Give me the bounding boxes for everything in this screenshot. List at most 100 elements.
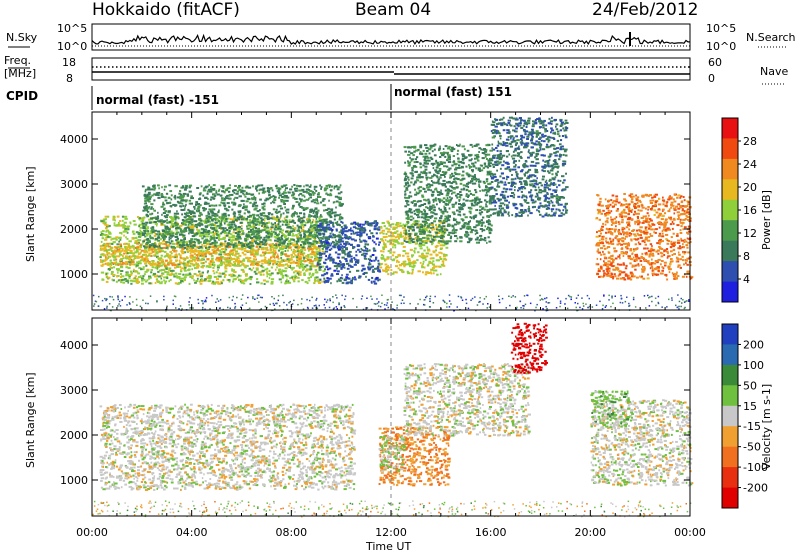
power-cell — [367, 266, 370, 269]
power-cell — [300, 244, 302, 246]
power-cell — [210, 204, 214, 207]
power-cell — [359, 229, 363, 232]
power-cell — [285, 187, 288, 190]
power-cell — [115, 238, 118, 241]
power-cell — [257, 228, 261, 231]
power-cell — [214, 219, 217, 221]
power-cell — [168, 261, 172, 263]
power-cell — [222, 237, 226, 240]
power-cell — [138, 225, 140, 228]
power-cell — [206, 246, 209, 249]
power-cell — [269, 217, 273, 220]
power-cell — [358, 225, 361, 228]
power-cell — [225, 253, 228, 256]
power-cell — [410, 215, 413, 218]
power-cell — [182, 234, 186, 237]
power-cell — [211, 261, 216, 264]
power-cell — [292, 244, 296, 247]
power-cell — [271, 189, 274, 192]
power-cell — [354, 239, 357, 242]
power-cell — [311, 225, 314, 228]
power-cell — [163, 185, 167, 188]
power-cell — [288, 232, 292, 235]
power-cell — [236, 237, 240, 240]
power-cell — [225, 220, 228, 223]
power-cell — [318, 239, 321, 242]
power-cell — [329, 232, 332, 235]
power-cell — [272, 262, 275, 265]
power-cell — [253, 270, 257, 273]
power-cell — [419, 223, 423, 226]
power-cell — [235, 260, 239, 263]
power-cell — [151, 230, 155, 233]
power-cell — [430, 222, 434, 225]
power-cell — [145, 258, 149, 261]
power-cell — [303, 234, 306, 236]
power-cell — [153, 254, 156, 257]
power-cell — [144, 246, 148, 249]
power-cell — [180, 199, 184, 202]
power-cell — [199, 204, 202, 207]
power-cell — [135, 281, 138, 284]
power-cell — [282, 245, 286, 248]
power-cell — [372, 280, 376, 283]
power-cell — [297, 228, 300, 231]
power-cell — [124, 278, 127, 280]
power-cell — [293, 261, 295, 264]
power-cell — [168, 184, 172, 187]
power-cell — [438, 265, 440, 268]
power-cell — [155, 278, 159, 281]
power-cell — [163, 276, 167, 279]
power-cell — [239, 247, 243, 250]
power-cell — [303, 241, 307, 243]
power-cell — [208, 240, 211, 243]
power-cell — [238, 254, 242, 257]
power-cell — [282, 241, 286, 244]
power-cell — [126, 272, 129, 275]
power-cell — [359, 240, 363, 243]
power-cell — [208, 224, 211, 227]
power-cell — [418, 189, 422, 192]
power-cell — [183, 229, 186, 231]
power-cell — [325, 247, 329, 250]
power-cell — [373, 259, 376, 262]
power-cell — [272, 223, 275, 226]
power-cell — [262, 259, 266, 262]
cpid-mode-2: normal (fast) 151 — [394, 85, 512, 99]
power-cell — [303, 230, 306, 233]
power-cell — [456, 222, 460, 225]
power-cell — [409, 191, 412, 194]
power-cell — [304, 239, 308, 242]
power-cell — [182, 273, 185, 276]
power-cell — [295, 234, 298, 237]
power-cell — [131, 259, 134, 262]
power-cell — [357, 248, 360, 251]
power-cell — [278, 240, 281, 243]
power-cell — [439, 156, 442, 158]
power-cell — [200, 231, 203, 234]
power-cell — [374, 267, 377, 270]
power-cell — [176, 226, 180, 229]
noise-left-tick-high: 10^5 — [57, 22, 87, 35]
power-cell — [153, 250, 156, 253]
power-cell — [299, 198, 303, 201]
power-cell — [288, 246, 292, 249]
power-cell — [251, 233, 253, 236]
power-cell — [231, 268, 233, 271]
power-cell — [233, 223, 236, 226]
power-cell — [338, 239, 342, 242]
power-cell — [166, 202, 168, 205]
power-cell — [143, 239, 146, 242]
power-cell — [160, 277, 163, 280]
power-cell — [153, 275, 157, 278]
power-cell — [228, 236, 232, 239]
power-cell — [445, 246, 449, 249]
power-cell — [137, 239, 142, 242]
power-cell — [125, 280, 129, 283]
power-cell — [201, 255, 204, 258]
power-cell — [168, 255, 171, 258]
power-cell — [220, 227, 224, 230]
power-cell — [312, 192, 315, 195]
power-cell — [146, 209, 148, 212]
power-cell — [474, 191, 478, 194]
